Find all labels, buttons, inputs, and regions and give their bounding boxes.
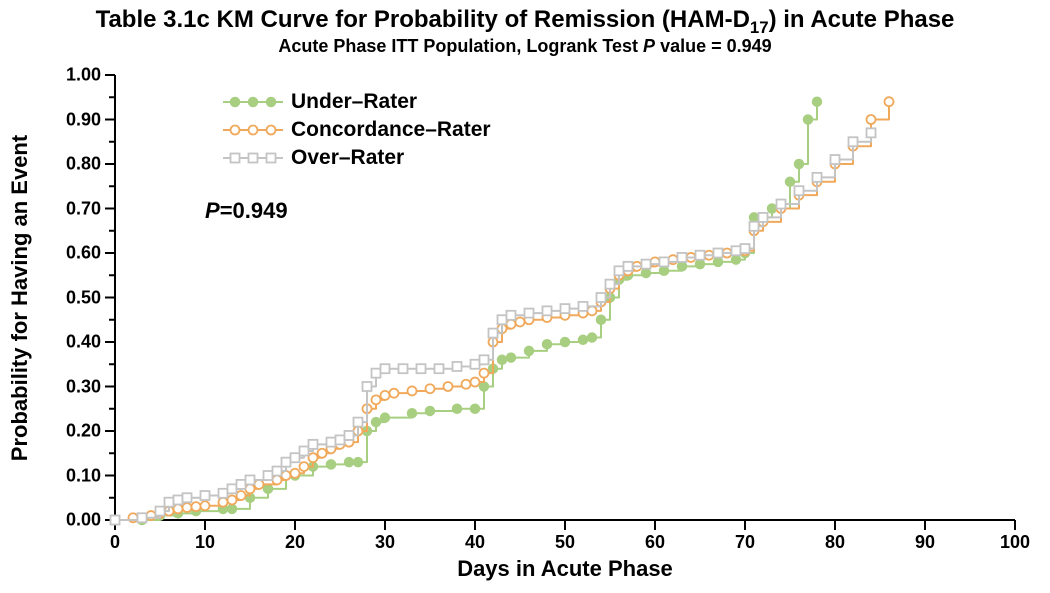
x-tick-label: 100: [1000, 532, 1030, 553]
p-value-annotation: P=0.949: [205, 198, 288, 224]
y-tick-label: 0.10: [41, 465, 101, 486]
legend-item: Under–Rater: [223, 88, 491, 116]
legend-item: Concordance–Rater: [223, 116, 491, 144]
chart-container: Table 3.1c KM Curve for Probability of R…: [0, 0, 1050, 593]
y-tick-label: 1.00: [41, 65, 101, 86]
legend: Under–Rater Concordance–Rater Over–Rater: [223, 88, 491, 172]
y-axis-label: Probability for Having an Event: [7, 134, 33, 460]
x-axis-label: Days in Acute Phase: [115, 556, 1015, 582]
y-tick-label: 0.20: [41, 421, 101, 442]
y-tick-label: 0.80: [41, 154, 101, 175]
y-tick-label: 0.70: [41, 198, 101, 219]
chart-title: Table 3.1c KM Curve for Probability of R…: [0, 6, 1050, 38]
legend-label: Under–Rater: [291, 90, 417, 114]
x-tick-label: 70: [735, 532, 755, 553]
legend-label: Concordance–Rater: [291, 118, 491, 142]
x-tick-label: 50: [555, 532, 575, 553]
legend-swatch: [223, 148, 283, 168]
legend-swatch: [223, 120, 283, 140]
y-tick-label: 0.00: [41, 510, 101, 531]
x-tick-label: 90: [915, 532, 935, 553]
x-tick-label: 10: [195, 532, 215, 553]
x-tick-label: 30: [375, 532, 395, 553]
x-tick-label: 20: [285, 532, 305, 553]
x-tick-label: 0: [110, 532, 120, 553]
y-tick-label: 0.30: [41, 376, 101, 397]
chart-subtitle: Acute Phase ITT Population, Logrank Test…: [0, 36, 1050, 57]
legend-item: Over–Rater: [223, 144, 491, 172]
legend-swatch: [223, 92, 283, 112]
legend-label: Over–Rater: [291, 146, 404, 170]
y-tick-label: 0.40: [41, 332, 101, 353]
y-tick-label: 0.90: [41, 109, 101, 130]
y-tick-label: 0.50: [41, 287, 101, 308]
x-tick-label: 40: [465, 532, 485, 553]
x-tick-label: 80: [825, 532, 845, 553]
y-tick-label: 0.60: [41, 243, 101, 264]
x-tick-label: 60: [645, 532, 665, 553]
